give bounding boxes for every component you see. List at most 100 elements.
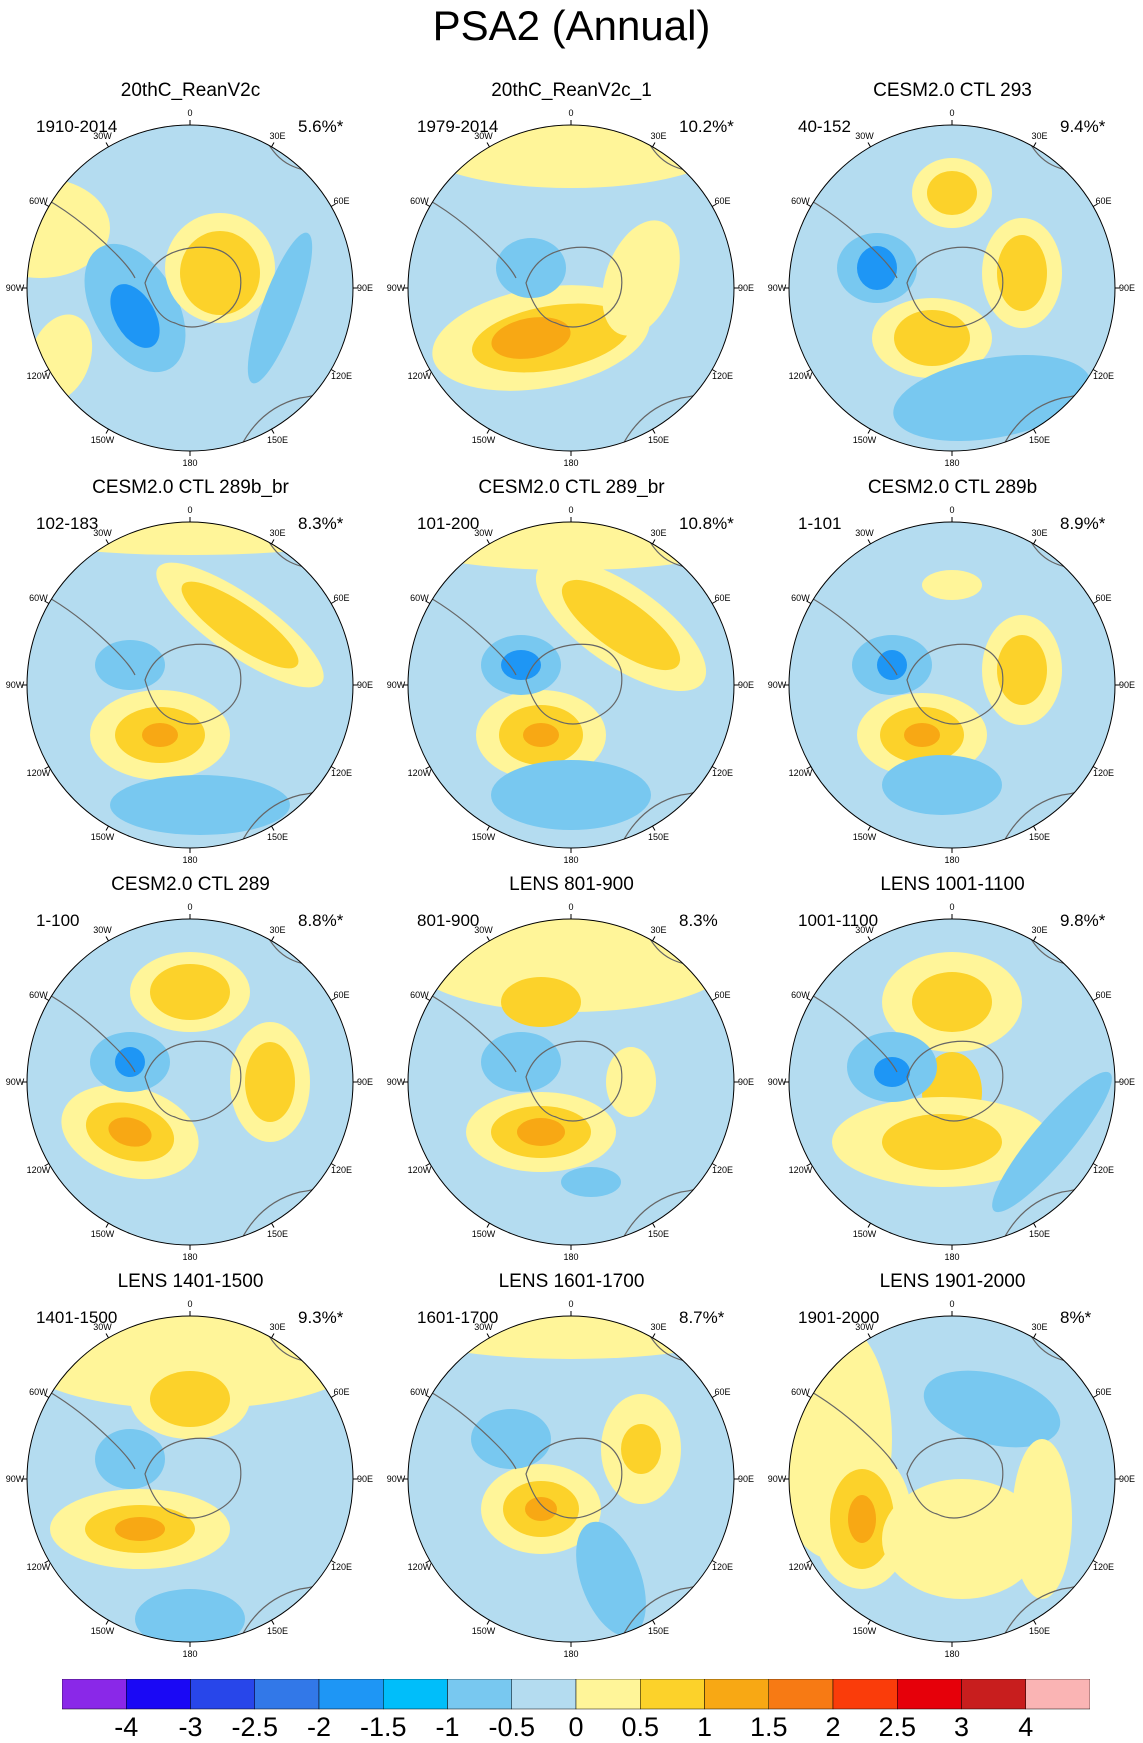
- longitude-label: 150E: [647, 1625, 670, 1636]
- longitude-tick: [44, 1394, 50, 1398]
- longitude-tick: [867, 825, 871, 831]
- longitude-label: 0: [949, 1299, 955, 1309]
- longitude-label: 60W: [410, 1386, 429, 1397]
- south-america-coastline: [34, 192, 136, 279]
- variance-percent: 9.8%*: [1060, 911, 1106, 930]
- colorbar-label: 0: [568, 1712, 584, 1742]
- longitude-label: 180: [182, 458, 198, 468]
- period-label: 1601-1700: [417, 1308, 499, 1327]
- longitude-tick: [652, 1222, 656, 1228]
- longitude-tick: [652, 142, 656, 148]
- antarctica-coastline: [906, 1040, 1004, 1122]
- colorbar-swatch: [704, 1679, 769, 1710]
- period-label: 1979-2014: [417, 117, 499, 136]
- anomaly-contour: [848, 1495, 876, 1543]
- colorbar-swatch: [1025, 1679, 1090, 1710]
- south-america-coastline: [34, 589, 136, 676]
- longitude-label: 30E: [1031, 131, 1048, 142]
- colorbar-label: -2: [306, 1712, 332, 1742]
- anomaly-contour: [95, 640, 165, 690]
- longitude-label: 60W: [410, 195, 429, 206]
- longitude-tick: [867, 1333, 871, 1339]
- longitude-label: 150W: [90, 434, 115, 445]
- map-panel: 0 30E 60E 90E 120E 150E 180 150W 120W 90W 60W 30W CE…: [0, 397, 381, 865]
- longitude-tick: [425, 369, 431, 373]
- longitude-label: 120E: [1093, 370, 1115, 381]
- polar-map: [22, 1311, 358, 1647]
- longitude-tick: [330, 203, 336, 207]
- panel-title: CESM2.0 CTL 289: [111, 874, 270, 895]
- longitude-tick: [486, 539, 490, 545]
- longitude-label: 90E: [356, 680, 374, 690]
- longitude-label: 60W: [29, 592, 48, 603]
- longitude-tick: [271, 936, 275, 942]
- longitude-label: 0: [187, 1299, 193, 1309]
- anomaly-contour: [561, 1167, 621, 1197]
- south-america-coastline: [415, 1383, 517, 1470]
- longitude-label: 60E: [714, 592, 731, 603]
- longitude-label: 0: [187, 108, 193, 118]
- period-label: 40-152: [798, 117, 851, 136]
- longitude-label: 0: [568, 505, 574, 515]
- longitude-tick: [711, 600, 717, 604]
- south-america-coastline: [415, 192, 517, 279]
- longitude-tick: [867, 936, 871, 942]
- longitude-label: 150W: [471, 1228, 496, 1239]
- panel-title: LENS 801-900: [509, 874, 634, 895]
- colorbar-label: -1.5: [359, 1712, 407, 1742]
- colorbar-swatch: [511, 1679, 577, 1710]
- colorbar-swatch: [768, 1679, 834, 1710]
- colorbar-label: 1: [696, 1712, 713, 1742]
- anomaly-contour: [893, 354, 1091, 442]
- longitude-tick: [44, 1560, 50, 1564]
- longitude-tick: [867, 1619, 871, 1625]
- longitude-label: 30W: [855, 1322, 874, 1333]
- longitude-tick: [105, 825, 109, 831]
- polar-map: [784, 517, 1120, 853]
- anomaly-contour: [576, 1521, 646, 1637]
- longitude-label: 120W: [407, 1561, 432, 1572]
- longitude-label: 60W: [410, 989, 429, 1000]
- longitude-tick: [330, 1163, 336, 1167]
- longitude-tick: [271, 428, 275, 434]
- longitude-tick: [44, 369, 50, 373]
- anomaly-contour: [561, 579, 681, 671]
- longitude-label: 120E: [331, 1561, 353, 1572]
- longitude-label: 90E: [1118, 1474, 1136, 1484]
- longitude-label: 120W: [407, 370, 432, 381]
- panel-title: CESM2.0 CTL 289b_br: [92, 477, 289, 498]
- longitude-label: 180: [182, 1649, 198, 1659]
- longitude-tick: [271, 1333, 275, 1339]
- antarctica-coastline: [144, 1040, 242, 1122]
- longitude-label: 120E: [712, 370, 734, 381]
- longitude-tick: [271, 1222, 275, 1228]
- longitude-label: 60E: [1095, 989, 1112, 1000]
- anomaly-contour: [27, 178, 110, 278]
- longitude-label: 30W: [93, 925, 112, 936]
- antarctica-coastline: [525, 643, 623, 725]
- longitude-tick: [1033, 1222, 1037, 1228]
- longitude-tick: [1033, 539, 1037, 545]
- longitude-label: 180: [563, 1252, 579, 1262]
- longitude-label: 60E: [714, 1386, 731, 1397]
- polar-map: [403, 914, 739, 1250]
- longitude-label: 150E: [1028, 831, 1051, 842]
- longitude-label: 60E: [333, 195, 350, 206]
- map-panel: 0 30E 60E 90E 120E 150E 180 150W 120W 90W 60W 30W CE…: [762, 397, 1143, 865]
- longitude-label: 90E: [356, 1474, 374, 1484]
- south-america-coastline: [796, 589, 898, 676]
- longitude-tick: [44, 203, 50, 207]
- polar-map: [22, 517, 358, 853]
- variance-percent: 10.8%*: [679, 514, 734, 533]
- longitude-label: 90W: [386, 1077, 406, 1087]
- longitude-label: 120E: [1093, 1561, 1115, 1572]
- anomaly-contour: [882, 1479, 1042, 1599]
- longitude-tick: [1092, 1560, 1098, 1564]
- longitude-label: 60E: [714, 195, 731, 206]
- longitude-label: 180: [944, 1649, 960, 1659]
- longitude-tick: [867, 1222, 871, 1228]
- longitude-tick: [271, 1619, 275, 1625]
- antarctica-coastline: [906, 643, 1004, 725]
- anomaly-contour: [997, 235, 1047, 311]
- map-panel: 0 30E 60E 90E 120E 150E 180 150W 120W 90W 60W 30W 20…: [0, 0, 381, 468]
